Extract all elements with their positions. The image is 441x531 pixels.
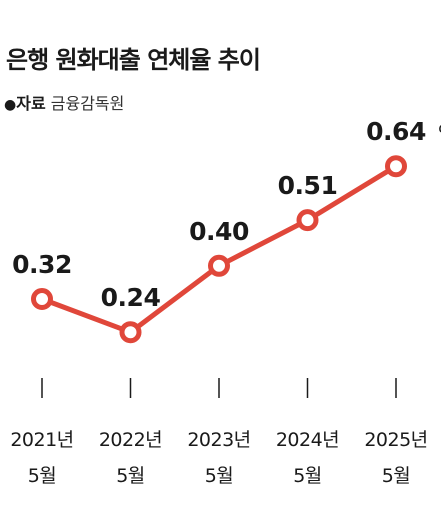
data-point (119, 321, 142, 344)
x-tick-label: 2024년 (276, 429, 339, 451)
source-label: 자료 (16, 94, 46, 113)
x-tick-label: 2022년 (99, 429, 162, 451)
data-label: 0.64 (366, 117, 426, 146)
data-point (296, 209, 319, 232)
data-point (385, 155, 407, 178)
unit-label: % (438, 121, 441, 145)
data-label: 0.32 (12, 250, 72, 279)
data-point (31, 288, 53, 310)
x-tick-label: 5월 (205, 465, 234, 487)
source-note: ●자료 금융감독원 (4, 90, 124, 114)
x-tick-label: 2021년 (10, 429, 73, 451)
data-label: 0.24 (101, 283, 161, 312)
x-tick-label: 5월 (382, 465, 411, 487)
bullet-icon: ● (4, 97, 17, 113)
x-tick-label: 2023년 (187, 429, 250, 451)
chart-title: 은행 원화대출 연체율 추이 (6, 46, 261, 74)
data-point (208, 254, 230, 277)
x-tick-label: 2025년 (364, 429, 427, 451)
x-tick-label: 5월 (28, 465, 57, 487)
data-label: 0.51 (278, 171, 338, 200)
series-line (39, 163, 399, 335)
data-label: 0.40 (189, 217, 249, 246)
source-name: 금융감독원 (50, 94, 125, 113)
x-tick-label: 5월 (116, 465, 145, 487)
x-tick-label: 5월 (293, 465, 322, 487)
